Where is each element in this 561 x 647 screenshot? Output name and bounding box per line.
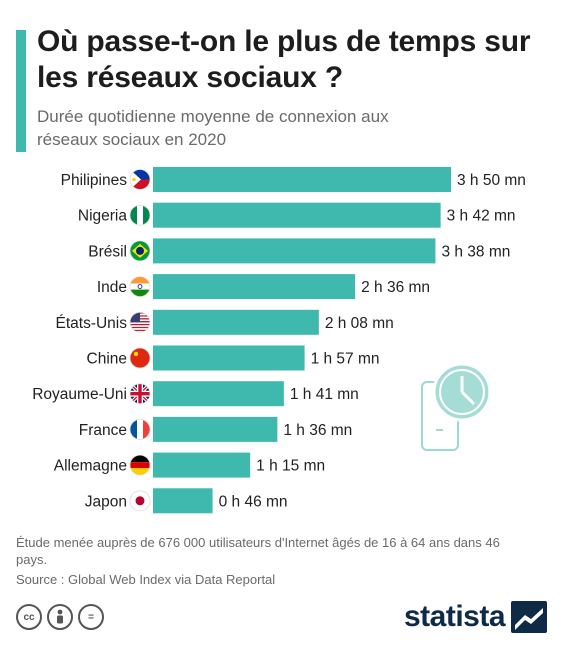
flag-usa-icon (129, 311, 151, 333)
value-label: 1 h 57 mn (311, 351, 380, 368)
flag-uk-icon (129, 383, 151, 405)
bar-row: Brésil 3 h 38 mn (88, 238, 510, 264)
bar-row: États-Unis 2 h 08 mn (56, 309, 394, 335)
cc-icon[interactable]: cc (16, 604, 42, 630)
bar-row: Chine 1 h 57 mn (87, 345, 380, 371)
value-label: 3 h 38 mn (441, 243, 510, 260)
bar-row: Nigeria 3 h 42 mn (78, 202, 516, 228)
value-label: 2 h 08 mn (325, 315, 394, 332)
phone-clock-icon (421, 362, 492, 451)
chart-subtitle: Durée quotidienne moyenne de connexion a… (37, 107, 389, 149)
bar-row: Royaume-Uni 1 h 41 mn (32, 381, 359, 407)
value-label: 3 h 42 mn (447, 208, 516, 225)
study-note: Étude menée auprès de 676 000 utilisateu… (16, 535, 500, 567)
bar-9 (153, 488, 213, 514)
value-label: 3 h 50 mn (457, 172, 526, 189)
brand-name: statista (404, 600, 506, 633)
value-label: 2 h 36 mn (361, 279, 430, 296)
bar-1 (153, 202, 441, 228)
flag-germany-icon (129, 454, 151, 476)
flag-brazil-icon (129, 240, 151, 262)
category-label: Japon (85, 493, 127, 510)
flag-india-icon (129, 276, 151, 297)
bar-row: France 1 h 36 mn (79, 416, 352, 442)
flag-france-icon (129, 418, 151, 440)
nd-icon[interactable]: = (78, 604, 104, 630)
bar-row: Japon 0 h 46 mn (85, 488, 288, 514)
bar-chart: Philipines 3 h 50 mn Nigeria 3 h 42 mn Brési… (32, 167, 526, 514)
bar-2 (153, 238, 436, 264)
bar-4 (153, 309, 319, 335)
category-label: Philipines (61, 172, 128, 189)
flag-philippines-icon (129, 169, 151, 190)
category-label: Allemagne (54, 458, 127, 475)
bar-3 (153, 274, 356, 300)
flag-nigeria-icon (129, 204, 151, 226)
category-label: Inde (97, 279, 127, 296)
category-label: Brésil (88, 243, 127, 260)
bar-6 (153, 381, 284, 407)
by-icon[interactable] (47, 604, 73, 630)
bar-0 (153, 167, 451, 192)
source-text: Source : Global Web Index via Data Repor… (16, 572, 276, 587)
license-icons: cc = (16, 604, 104, 630)
value-label: 0 h 46 mn (219, 493, 288, 510)
title-accent-bar (16, 30, 26, 152)
bar-row: Philipines 3 h 50 mn (61, 167, 526, 192)
category-label: Chine (87, 351, 128, 368)
statista-logo[interactable]: statista (404, 600, 548, 634)
bar-row: Allemagne 1 h 15 mn (54, 452, 325, 478)
bar-row: Inde 2 h 36 mn (97, 274, 430, 300)
bar-7 (153, 416, 278, 442)
bar-8 (153, 452, 251, 478)
chart-title: Où passe-t-on le plus de temps sur les r… (37, 25, 531, 94)
category-label: Royaume-Uni (32, 386, 127, 403)
value-label: 1 h 36 mn (283, 422, 352, 439)
flag-china-icon (129, 347, 151, 369)
category-label: France (79, 422, 127, 439)
value-label: 1 h 15 mn (256, 458, 325, 475)
bar-5 (153, 345, 305, 371)
category-label: Nigeria (78, 208, 127, 225)
value-label: 1 h 41 mn (290, 386, 359, 403)
statista-logo-icon (511, 601, 548, 633)
category-label: États-Unis (56, 315, 128, 332)
flag-japan-icon (129, 490, 151, 512)
